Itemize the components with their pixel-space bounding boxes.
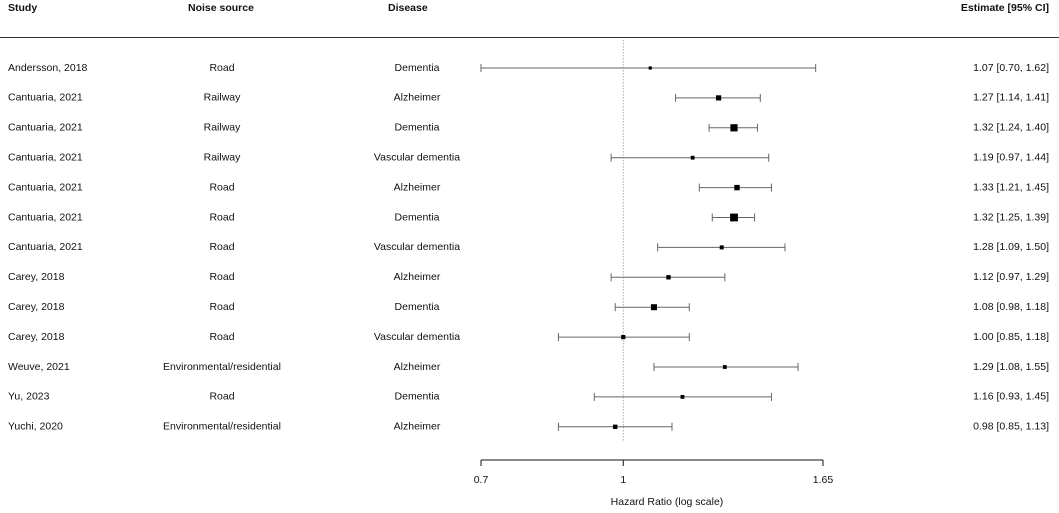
- point-estimate: [680, 395, 685, 399]
- row-study: Cantuaria, 2021: [8, 151, 83, 163]
- row-disease: Vascular dementia: [374, 151, 460, 163]
- point-estimate: [715, 95, 722, 101]
- row-noise-source: Road: [209, 331, 234, 343]
- row-disease: Alzheimer: [394, 421, 441, 433]
- row-noise-source: Road: [209, 211, 234, 223]
- header-study: Study: [8, 2, 38, 14]
- row-study: Carey, 2018: [8, 331, 65, 343]
- row-noise-source: Environmental/residential: [163, 361, 281, 373]
- row-disease: Dementia: [395, 62, 440, 74]
- point-estimate: [621, 335, 626, 340]
- row-noise-source: Railway: [204, 151, 242, 163]
- row-estimate-label: 1.32 [1.25, 1.39]: [973, 211, 1049, 223]
- row-study: Cantuaria, 2021: [8, 92, 83, 104]
- point-estimate: [730, 213, 738, 222]
- header-rule: [0, 37, 1059, 38]
- row-disease: Alzheimer: [394, 181, 441, 193]
- row-estimate-label: 1.32 [1.24, 1.40]: [973, 122, 1049, 134]
- row-disease: Dementia: [395, 122, 440, 134]
- point-estimate: [648, 66, 652, 70]
- row-noise-source: Environmental/residential: [163, 421, 281, 433]
- x-tick-label: 1.65: [813, 474, 834, 486]
- row-noise-source: Railway: [204, 122, 242, 134]
- row-study: Carey, 2018: [8, 301, 65, 313]
- row-estimate-label: 1.29 [1.08, 1.55]: [973, 361, 1049, 373]
- row-estimate-label: 0.98 [0.85, 1.13]: [973, 421, 1049, 433]
- point-estimate: [650, 304, 657, 311]
- row-study: Weuve, 2021: [8, 361, 70, 373]
- row-estimate-label: 1.12 [0.97, 1.29]: [973, 271, 1049, 283]
- x-tick-label: 0.7: [474, 474, 489, 486]
- row-estimate-label: 1.27 [1.14, 1.41]: [973, 92, 1049, 104]
- point-estimate: [666, 275, 671, 280]
- point-estimate: [613, 424, 618, 429]
- row-noise-source: Road: [209, 241, 234, 253]
- row-disease: Vascular dementia: [374, 241, 460, 253]
- row-study: Cantuaria, 2021: [8, 122, 83, 134]
- point-estimate: [730, 124, 738, 132]
- header-disease: Disease: [388, 2, 428, 14]
- row-estimate-label: 1.00 [0.85, 1.18]: [973, 331, 1049, 343]
- point-estimate: [734, 184, 740, 191]
- row-estimate-label: 1.16 [0.93, 1.45]: [973, 391, 1049, 403]
- point-estimate: [722, 365, 727, 369]
- row-estimate-label: 1.33 [1.21, 1.45]: [973, 181, 1049, 193]
- x-tick-label: 1: [620, 474, 626, 486]
- row-disease: Dementia: [395, 211, 440, 223]
- row-noise-source: Road: [209, 181, 234, 193]
- row-study: Andersson, 2018: [8, 62, 88, 74]
- row-disease: Dementia: [395, 391, 440, 403]
- row-disease: Vascular dementia: [374, 331, 460, 343]
- row-study: Cantuaria, 2021: [8, 211, 83, 223]
- row-study: Carey, 2018: [8, 271, 65, 283]
- row-noise-source: Railway: [204, 92, 242, 104]
- row-noise-source: Road: [209, 301, 234, 313]
- point-estimate: [719, 245, 724, 250]
- row-noise-source: Road: [209, 62, 234, 74]
- row-disease: Alzheimer: [394, 271, 441, 283]
- row-study: Cantuaria, 2021: [8, 241, 83, 253]
- row-study: Cantuaria, 2021: [8, 181, 83, 193]
- header-estimate: Estimate [95% CI]: [960, 2, 1049, 14]
- row-study: Yuchi, 2020: [8, 421, 63, 433]
- row-disease: Dementia: [395, 301, 440, 313]
- row-estimate-label: 1.28 [1.09, 1.50]: [973, 241, 1049, 253]
- row-noise-source: Road: [209, 391, 234, 403]
- row-estimate-label: 1.08 [0.98, 1.18]: [973, 301, 1049, 313]
- row-noise-source: Road: [209, 271, 234, 283]
- row-disease: Alzheimer: [394, 361, 441, 373]
- header-noise-source: Noise source: [188, 2, 254, 14]
- row-study: Yu, 2023: [8, 391, 50, 403]
- row-estimate-label: 1.19 [0.97, 1.44]: [973, 151, 1049, 163]
- row-estimate-label: 1.07 [0.70, 1.62]: [973, 62, 1049, 74]
- x-axis-label: Hazard Ratio (log scale): [611, 496, 724, 508]
- point-estimate: [690, 155, 695, 160]
- row-disease: Alzheimer: [394, 92, 441, 104]
